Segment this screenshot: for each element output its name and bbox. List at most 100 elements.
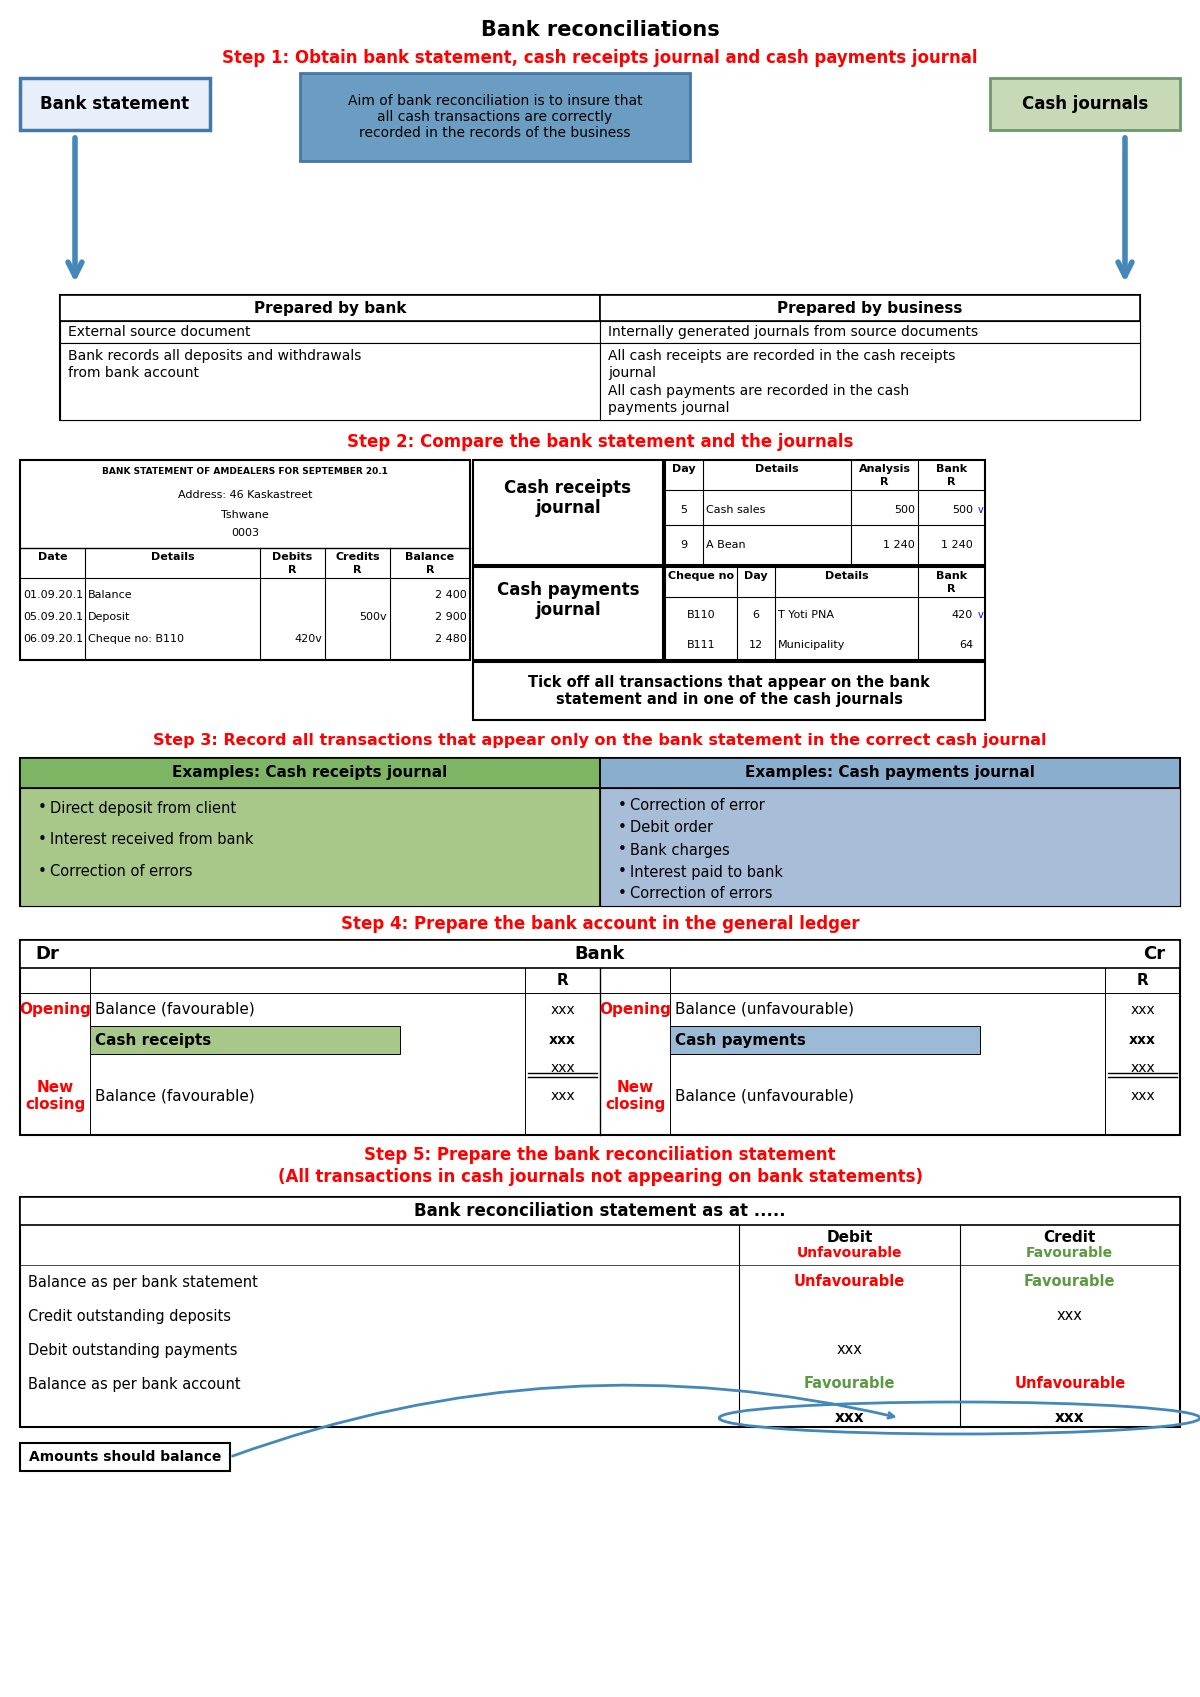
- Text: Examples: Cash payments journal: Examples: Cash payments journal: [745, 765, 1034, 781]
- Text: New
closing: New closing: [605, 1079, 665, 1112]
- Bar: [600, 295, 1140, 321]
- Bar: [60, 321, 600, 343]
- Text: Cash payments: Cash payments: [674, 1032, 806, 1047]
- Text: B110: B110: [686, 609, 715, 619]
- Text: 1 240: 1 240: [883, 540, 916, 550]
- Text: External source document: External source document: [68, 326, 251, 339]
- Bar: [665, 460, 985, 565]
- Text: Amounts should balance: Amounts should balance: [29, 1449, 221, 1465]
- Text: Cash receipts: Cash receipts: [95, 1032, 211, 1047]
- Text: from bank account: from bank account: [68, 367, 199, 380]
- Text: xxx: xxx: [550, 1061, 575, 1074]
- Text: Debit: Debit: [827, 1230, 872, 1246]
- Text: R: R: [353, 565, 361, 575]
- Text: Balance as per bank statement: Balance as per bank statement: [28, 1274, 258, 1290]
- Bar: [665, 567, 985, 660]
- Text: Unfavourable: Unfavourable: [797, 1246, 902, 1259]
- Text: Credit: Credit: [1044, 1230, 1096, 1246]
- Text: Cash receipts
journal: Cash receipts journal: [504, 479, 631, 518]
- Text: xxx: xxx: [1129, 1033, 1156, 1047]
- Text: Step 3: Record all transactions that appear only on the bank statement in the co: Step 3: Record all transactions that app…: [154, 733, 1046, 747]
- Text: Debit outstanding payments: Debit outstanding payments: [28, 1342, 238, 1358]
- Text: Internally generated journals from source documents: Internally generated journals from sourc…: [608, 326, 978, 339]
- Text: Unfavourable: Unfavourable: [793, 1274, 905, 1290]
- Text: Aim of bank reconciliation is to insure that
all cash transactions are correctly: Aim of bank reconciliation is to insure …: [348, 93, 642, 141]
- Text: Municipality: Municipality: [778, 640, 845, 650]
- Text: •: •: [618, 799, 626, 813]
- Text: Balance: Balance: [406, 552, 455, 562]
- Text: Address: 46 Kaskastreet: Address: 46 Kaskastreet: [178, 490, 312, 501]
- Bar: [20, 1442, 230, 1471]
- Text: Opening: Opening: [599, 1001, 671, 1017]
- Text: Debits: Debits: [272, 552, 313, 562]
- Text: 64: 64: [959, 640, 973, 650]
- Bar: [20, 759, 600, 787]
- Text: Favourable: Favourable: [1026, 1246, 1114, 1259]
- Text: A Bean: A Bean: [706, 540, 745, 550]
- Text: R: R: [947, 477, 955, 487]
- Text: Day: Day: [672, 463, 696, 473]
- Text: 500: 500: [894, 506, 916, 514]
- Text: 5: 5: [680, 506, 688, 514]
- Text: Balance (favourable): Balance (favourable): [95, 1001, 254, 1017]
- Bar: [20, 78, 210, 131]
- Text: •: •: [618, 864, 626, 879]
- Text: Bank records all deposits and withdrawals: Bank records all deposits and withdrawal…: [68, 350, 361, 363]
- Text: Correction of error: Correction of error: [630, 799, 764, 813]
- Text: R: R: [881, 477, 889, 487]
- Text: New
closing: New closing: [25, 1079, 85, 1112]
- Text: Debit order: Debit order: [630, 821, 713, 835]
- Text: Step 2: Compare the bank statement and the journals: Step 2: Compare the bank statement and t…: [347, 433, 853, 451]
- Text: Balance (unfavourable): Balance (unfavourable): [674, 1088, 854, 1103]
- Bar: [90, 1027, 400, 1054]
- Bar: [300, 73, 690, 161]
- Text: Bank: Bank: [936, 463, 967, 473]
- Bar: [600, 321, 1140, 343]
- Text: journal: journal: [608, 367, 656, 380]
- Text: (All transactions in cash journals not appearing on bank statements): (All transactions in cash journals not a…: [277, 1168, 923, 1186]
- Text: Favourable: Favourable: [804, 1376, 895, 1392]
- Text: Bank: Bank: [575, 945, 625, 962]
- Bar: [20, 1196, 1180, 1427]
- Text: 500v: 500v: [359, 613, 386, 623]
- Bar: [600, 759, 1180, 787]
- Text: 2 400: 2 400: [436, 591, 467, 601]
- Text: 2 480: 2 480: [436, 635, 467, 643]
- Text: B111: B111: [686, 640, 715, 650]
- Text: Opening: Opening: [19, 1001, 91, 1017]
- Text: Cash journals: Cash journals: [1022, 95, 1148, 114]
- Text: 12: 12: [749, 640, 763, 650]
- Bar: [473, 662, 985, 720]
- Bar: [20, 940, 1180, 967]
- Text: •: •: [618, 821, 626, 835]
- Text: Step 4: Prepare the bank account in the general ledger: Step 4: Prepare the bank account in the …: [341, 915, 859, 933]
- Text: Tshwane: Tshwane: [221, 511, 269, 519]
- Text: payments journal: payments journal: [608, 400, 730, 416]
- Text: Balance (favourable): Balance (favourable): [95, 1088, 254, 1103]
- Text: Cheque no: B110: Cheque no: B110: [88, 635, 184, 643]
- Text: 9: 9: [680, 540, 688, 550]
- Bar: [20, 759, 1180, 906]
- Text: Step 5: Prepare the bank reconciliation statement: Step 5: Prepare the bank reconciliation …: [365, 1145, 835, 1164]
- Text: R: R: [288, 565, 296, 575]
- Text: •: •: [38, 833, 47, 847]
- Text: •: •: [38, 864, 47, 879]
- Text: Correction of errors: Correction of errors: [50, 864, 192, 879]
- Text: Analysis: Analysis: [858, 463, 911, 473]
- Text: Unfavourable: Unfavourable: [1014, 1376, 1126, 1392]
- Text: Interest paid to bank: Interest paid to bank: [630, 864, 784, 879]
- Text: R: R: [1136, 972, 1148, 988]
- Text: v: v: [977, 506, 983, 514]
- Bar: [20, 940, 1180, 1135]
- Text: xxx: xxx: [1130, 1089, 1154, 1103]
- Text: Interest received from bank: Interest received from bank: [50, 833, 253, 847]
- Text: xxx: xxx: [550, 1089, 575, 1103]
- Text: Tick off all transactions that appear on the bank
statement and in one of the ca: Tick off all transactions that appear on…: [528, 675, 930, 708]
- Text: 6: 6: [752, 609, 760, 619]
- Text: All cash receipts are recorded in the cash receipts: All cash receipts are recorded in the ca…: [608, 350, 955, 363]
- Text: Details: Details: [151, 552, 194, 562]
- Text: 06.09.20.1: 06.09.20.1: [23, 635, 83, 643]
- Text: xxx: xxx: [1057, 1308, 1082, 1324]
- Text: 2 900: 2 900: [436, 613, 467, 623]
- Text: R: R: [426, 565, 434, 575]
